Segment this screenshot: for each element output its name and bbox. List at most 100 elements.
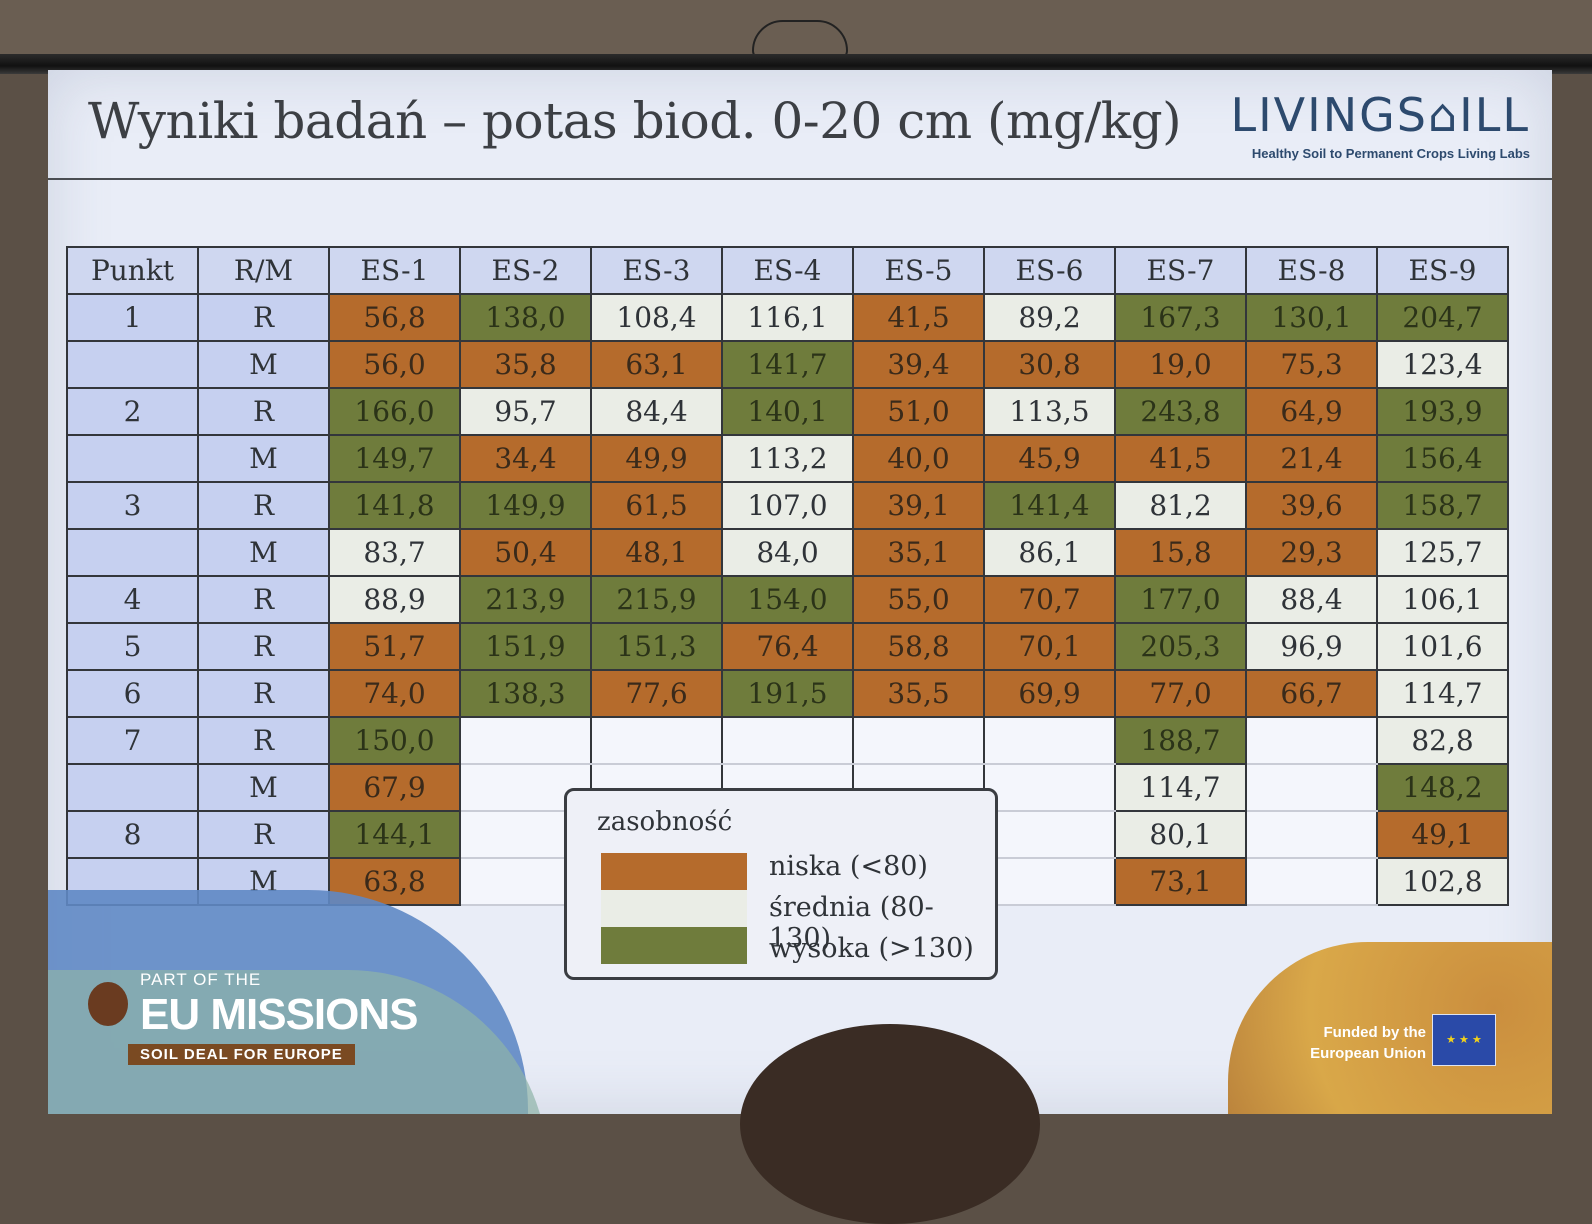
rm-cell: M bbox=[197, 763, 330, 812]
value-cell: 49,9 bbox=[590, 434, 723, 483]
table-header-row: Punkt R/M ES-1 ES-2 ES-3 ES-4 ES-5 ES-6 ES-7 ES-8… bbox=[66, 246, 1509, 295]
column-header: R/M bbox=[197, 246, 330, 295]
table-row: M 56,0 35,8 63,1 141,7 39,4 30,8 19,0 75,3 123,4 bbox=[66, 340, 1509, 389]
value-cell: 148,2 bbox=[1376, 763, 1509, 812]
value-cell: 81,2 bbox=[1114, 481, 1247, 530]
rm-cell: R bbox=[197, 575, 330, 624]
logo-wordmark: LIVINGS⌂ILL bbox=[1230, 88, 1530, 142]
punkt-cell bbox=[66, 340, 199, 389]
value-cell bbox=[721, 716, 854, 765]
value-cell: 35,8 bbox=[459, 340, 592, 389]
value-cell: 70,1 bbox=[983, 622, 1116, 671]
value-cell bbox=[983, 716, 1116, 765]
value-cell: 188,7 bbox=[1114, 716, 1247, 765]
value-cell: 86,1 bbox=[983, 528, 1116, 577]
table-row: 1 R 56,8 138,0 108,4 116,1 41,5 89,2 167,3 130,1 2… bbox=[66, 293, 1509, 342]
funded-by-text: Funded by the European Union bbox=[1310, 1024, 1426, 1062]
column-header: ES-2 bbox=[459, 246, 592, 295]
value-cell: 45,9 bbox=[983, 434, 1116, 483]
value-cell: 80,1 bbox=[1114, 810, 1247, 859]
value-cell: 101,6 bbox=[1376, 622, 1509, 671]
column-header: Punkt bbox=[66, 246, 199, 295]
column-header: ES-8 bbox=[1245, 246, 1378, 295]
rm-cell: M bbox=[197, 434, 330, 483]
value-cell: 61,5 bbox=[590, 481, 723, 530]
table-row: 2 R 166,0 95,7 84,4 140,1 51,0 113,5 243,8 64,9 19… bbox=[66, 387, 1509, 436]
column-header: ES-1 bbox=[328, 246, 461, 295]
value-cell: 158,7 bbox=[1376, 481, 1509, 530]
audience-head bbox=[740, 1024, 1040, 1224]
value-cell: 21,4 bbox=[1245, 434, 1378, 483]
punkt-cell: 2 bbox=[66, 387, 199, 436]
rm-cell: R bbox=[197, 481, 330, 530]
value-cell: 108,4 bbox=[590, 293, 723, 342]
value-cell: 49,1 bbox=[1376, 810, 1509, 859]
title-divider bbox=[48, 178, 1552, 180]
part-of-text: PART OF THE bbox=[140, 970, 262, 989]
punkt-cell: 4 bbox=[66, 575, 199, 624]
value-cell: 51,7 bbox=[328, 622, 461, 671]
value-cell: 35,5 bbox=[852, 669, 985, 718]
value-cell: 204,7 bbox=[1376, 293, 1509, 342]
value-cell: 40,0 bbox=[852, 434, 985, 483]
value-cell: 58,8 bbox=[852, 622, 985, 671]
value-cell: 67,9 bbox=[328, 763, 461, 812]
rm-cell: M bbox=[197, 528, 330, 577]
column-header: ES-3 bbox=[590, 246, 723, 295]
column-header: ES-9 bbox=[1376, 246, 1509, 295]
value-cell: 64,9 bbox=[1245, 387, 1378, 436]
value-cell: 55,0 bbox=[852, 575, 985, 624]
value-cell: 77,0 bbox=[1114, 669, 1247, 718]
value-cell: 243,8 bbox=[1114, 387, 1247, 436]
value-cell: 167,3 bbox=[1114, 293, 1247, 342]
eu-missions-badge: PART OF THE EU MISSIONS SOIL DEAL FOR EU… bbox=[88, 970, 418, 1065]
value-cell: 82,8 bbox=[1376, 716, 1509, 765]
value-cell: 113,5 bbox=[983, 387, 1116, 436]
rm-cell: R bbox=[197, 669, 330, 718]
value-cell: 56,8 bbox=[328, 293, 461, 342]
table-row: 7 R 150,0 188,7 82,8 bbox=[66, 716, 1509, 765]
value-cell: 56,0 bbox=[328, 340, 461, 389]
value-cell bbox=[459, 716, 592, 765]
value-cell: 39,6 bbox=[1245, 481, 1378, 530]
rm-cell: R bbox=[197, 716, 330, 765]
value-cell: 138,3 bbox=[459, 669, 592, 718]
value-cell: 138,0 bbox=[459, 293, 592, 342]
value-cell bbox=[983, 763, 1116, 812]
value-cell: 150,0 bbox=[328, 716, 461, 765]
value-cell: 193,9 bbox=[1376, 387, 1509, 436]
value-cell: 107,0 bbox=[721, 481, 854, 530]
value-cell: 39,4 bbox=[852, 340, 985, 389]
value-cell: 41,5 bbox=[852, 293, 985, 342]
value-cell: 30,8 bbox=[983, 340, 1116, 389]
table-row: 3 R 141,8 149,9 61,5 107,0 39,1 141,4 81,2 39,6 15… bbox=[66, 481, 1509, 530]
value-cell: 34,4 bbox=[459, 434, 592, 483]
value-cell: 51,0 bbox=[852, 387, 985, 436]
punkt-cell: 5 bbox=[66, 622, 199, 671]
value-cell: 29,3 bbox=[1245, 528, 1378, 577]
value-cell: 35,1 bbox=[852, 528, 985, 577]
value-cell: 84,4 bbox=[590, 387, 723, 436]
slide-title: Wyniki badań – potas biod. 0-20 cm (mg/k… bbox=[88, 92, 1182, 150]
value-cell bbox=[1245, 716, 1378, 765]
value-cell: 63,1 bbox=[590, 340, 723, 389]
value-cell: 215,9 bbox=[590, 575, 723, 624]
punkt-cell bbox=[66, 528, 199, 577]
value-cell: 191,5 bbox=[721, 669, 854, 718]
rm-cell: R bbox=[197, 622, 330, 671]
legend-label-low: niska (<80) bbox=[769, 851, 928, 882]
punkt-cell: 8 bbox=[66, 810, 199, 859]
soil-plant-icon bbox=[88, 982, 128, 1026]
column-header: ES-4 bbox=[721, 246, 854, 295]
value-cell bbox=[590, 716, 723, 765]
value-cell: 15,8 bbox=[1114, 528, 1247, 577]
value-cell bbox=[1245, 810, 1378, 859]
legend-label-mid: średnia (80-130) bbox=[769, 892, 934, 954]
value-cell: 123,4 bbox=[1376, 340, 1509, 389]
soil-deal-tag: SOIL DEAL FOR EUROPE bbox=[128, 1044, 355, 1065]
value-cell: 140,1 bbox=[721, 387, 854, 436]
logo-subtitle: Healthy Soil to Permanent Crops Living L… bbox=[1251, 146, 1530, 161]
legend-swatch-mid bbox=[601, 890, 747, 927]
value-cell: 149,9 bbox=[459, 481, 592, 530]
value-cell: 88,4 bbox=[1245, 575, 1378, 624]
